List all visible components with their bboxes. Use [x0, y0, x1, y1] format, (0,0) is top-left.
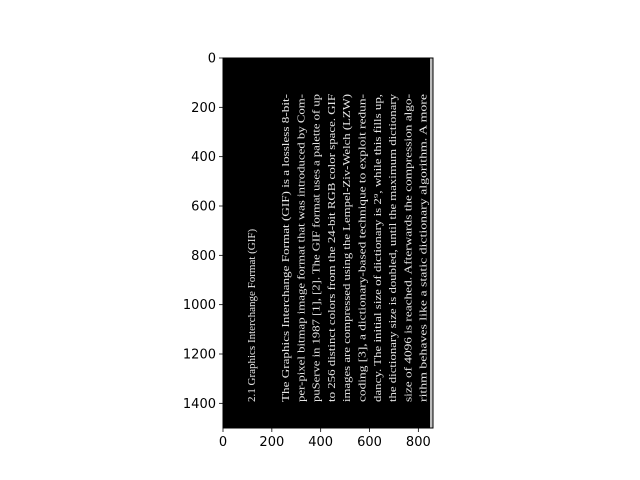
axes-frame	[222, 57, 434, 429]
x-axis: 0 200 400 600 800	[219, 428, 431, 450]
document-line: coding [3], a dictionary-based technique…	[357, 94, 369, 402]
y-tick-label: 400	[191, 150, 216, 165]
document-line: puServe in 1987 [1], [2]. The GIF format…	[311, 93, 323, 402]
x-tick-label: 600	[357, 435, 382, 450]
document-heading: 2.1 Graphics Interchange Format (GIF)	[246, 228, 258, 402]
document-line: the dictionary size is doubled, until th…	[387, 93, 399, 402]
rotated-document-text: 2.1 Graphics Interchange Format (GIF) The…	[246, 93, 430, 402]
document-line: rithm behaves like a static dictionary a…	[418, 94, 430, 402]
document-line: per-pixel bitmap image format that was i…	[295, 94, 307, 402]
document-line: to 256 distinct colors from the 24-bit R…	[326, 94, 338, 402]
x-tick-label: 200	[259, 435, 284, 450]
x-tick-label: 400	[308, 435, 333, 450]
x-tick-label: 800	[406, 435, 431, 450]
document-line: size of 4096 is reached. Afterwards the …	[402, 94, 414, 402]
y-tick-label: 1000	[183, 298, 216, 313]
document-line: The Graphics Interchange Format (GIF) is…	[280, 94, 292, 402]
document-line: dancy. The initial size of dictionary is…	[372, 94, 384, 402]
y-tick-label: 800	[191, 249, 216, 264]
document-image	[223, 58, 433, 428]
y-tick-label: 200	[191, 101, 216, 116]
y-tick-label: 1400	[183, 397, 216, 412]
x-tick-label: 0	[219, 435, 227, 450]
y-tick-label: 600	[191, 200, 216, 215]
document-line: images are compressed using the Lempel-Z…	[341, 94, 353, 402]
y-tick-label: 1200	[183, 348, 216, 363]
image-right-edge	[430, 58, 433, 428]
y-axis: 0 200 400 600 800 1000 1200 1400	[183, 52, 223, 412]
y-tick-label: 0	[208, 52, 216, 67]
